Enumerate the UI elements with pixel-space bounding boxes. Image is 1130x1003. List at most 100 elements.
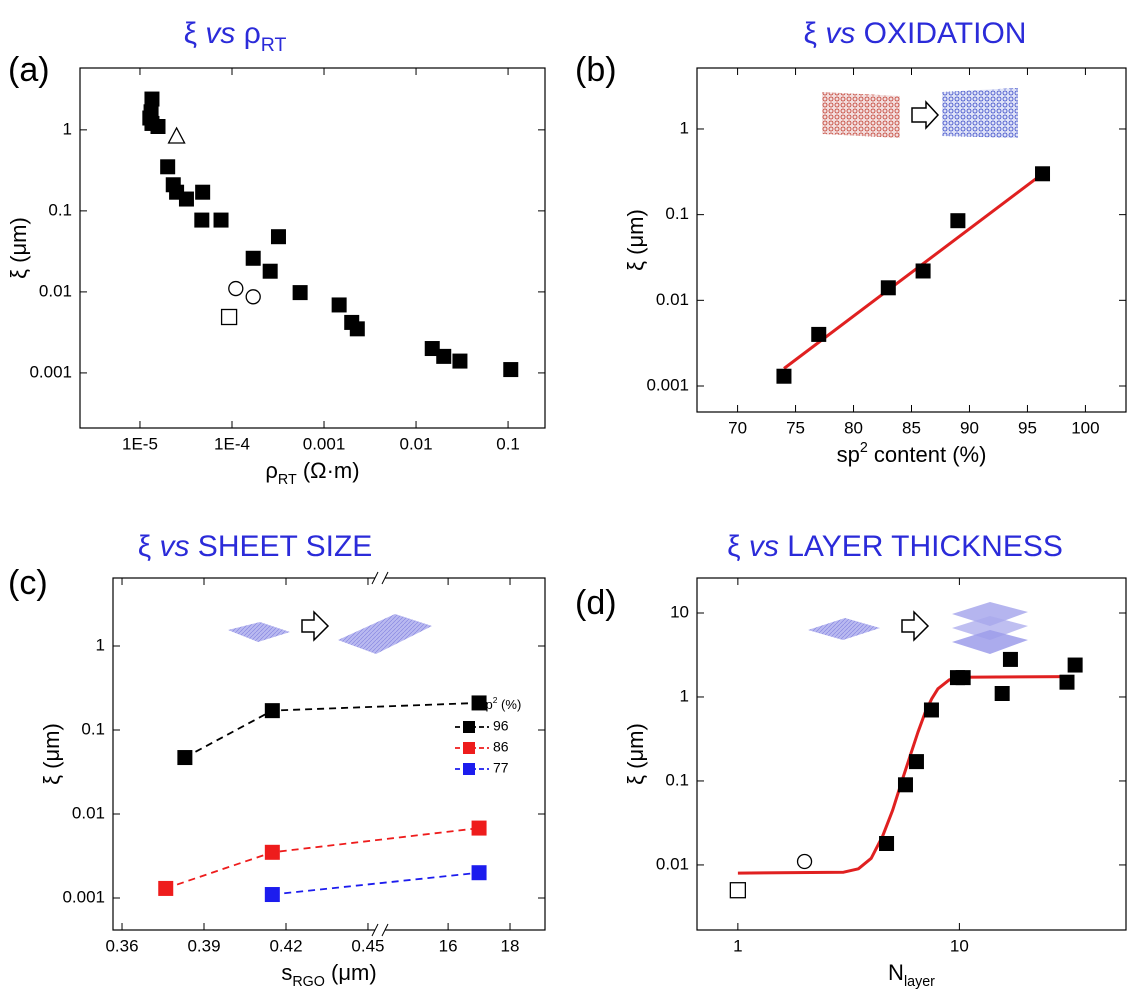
legend-label: 77: [493, 760, 509, 776]
legend-marker: [463, 742, 475, 754]
axis-break-gap: [375, 924, 385, 936]
axis-break: [371, 571, 379, 585]
text-part: (Ω·m): [297, 458, 360, 483]
y-tick-label: 10: [670, 602, 689, 621]
data-point: [228, 280, 244, 297]
x-tick-label: 1E-5: [122, 434, 158, 453]
data-point: [880, 280, 896, 296]
data-point: [220, 308, 238, 326]
panel-label: (b): [575, 51, 617, 89]
chart-title: ξ vs SHEET SIZE: [138, 530, 373, 563]
series-line: [165, 827, 480, 890]
data-point: [424, 341, 440, 357]
y-tick-label: 0.1: [665, 204, 689, 223]
data-point: [262, 263, 278, 279]
data-point: [195, 184, 211, 200]
data-point: [194, 212, 210, 228]
x-tick-label: 0.42: [269, 936, 302, 955]
text-part: (%): [497, 697, 521, 712]
data-point: [503, 362, 519, 378]
text-part: content (%): [868, 442, 987, 467]
x-tick-label: 70: [728, 418, 747, 437]
y-tick-label: 0.01: [656, 854, 689, 873]
legend-marker: [463, 763, 475, 775]
text-part: (μm): [325, 960, 377, 985]
x-tick-label: 85: [902, 418, 921, 437]
data-point: [270, 229, 286, 245]
y-tick-label: 0.1: [81, 719, 105, 738]
data-point: [879, 836, 895, 852]
y-tick-label: 1: [680, 118, 689, 137]
y-tick-label: 0.01: [656, 290, 689, 309]
legend-label: 96: [493, 718, 509, 734]
data-point: [264, 844, 280, 860]
data-point: [729, 882, 747, 899]
data-point: [292, 285, 308, 301]
data-point: [811, 326, 827, 342]
data-point: [245, 250, 261, 266]
text-part: ξ: [804, 17, 826, 50]
x-tick-label: 16: [439, 936, 458, 955]
x-axis-label: sp2 content (%): [837, 440, 987, 467]
series-line: [184, 702, 480, 759]
text-part: SHEET SIZE: [189, 530, 372, 563]
y-tick-label: 1: [96, 635, 105, 654]
text-part: vs: [825, 17, 855, 50]
data-point: [1067, 657, 1083, 673]
x-tick-label: 18: [501, 936, 520, 955]
data-point: [178, 191, 194, 207]
y-tick-label: 0.001: [29, 362, 72, 381]
chart-title: ξ vs ρRT: [184, 17, 287, 56]
legend-marker: [463, 721, 475, 733]
data-point: [897, 777, 913, 793]
data-point: [144, 91, 160, 107]
data-point: [1059, 674, 1075, 690]
x-tick-label: 0.01: [399, 434, 432, 453]
data-point: [264, 703, 280, 719]
panel-label: (d): [575, 584, 617, 622]
x-tick-label: 0.45: [351, 936, 384, 955]
text-part: layer: [904, 974, 935, 990]
y-tick-label: 1: [63, 119, 72, 138]
text-part: vs: [159, 530, 189, 563]
data-point: [436, 348, 452, 364]
x-tick-label: 1: [733, 936, 742, 955]
text-part: N: [888, 960, 904, 985]
axis-break-gap: [375, 572, 385, 584]
x-axis-label: Nlayer: [888, 960, 935, 990]
data-point: [471, 865, 487, 881]
text-part: vs: [749, 530, 779, 563]
data-point: [158, 880, 174, 896]
data-point: [1002, 651, 1018, 667]
y-tick-label: 0.1: [48, 200, 72, 219]
data-point: [349, 321, 365, 337]
x-tick-label: 95: [1018, 418, 1037, 437]
x-tick-label: 90: [960, 418, 979, 437]
data-point: [213, 212, 229, 228]
data-point: [471, 820, 487, 836]
plot-frame: [696, 577, 1127, 931]
axis-break: [371, 923, 379, 937]
text-part: LAYER THICKNESS: [779, 530, 1063, 563]
text-part: 2: [860, 440, 868, 456]
y-axis-label: ξ (μm): [39, 723, 64, 785]
axis-break: [381, 923, 389, 937]
data-point: [915, 263, 931, 279]
text-part: RT: [278, 472, 297, 488]
data-point: [452, 353, 468, 369]
data-point: [177, 750, 193, 766]
y-tick-label: 0.01: [39, 281, 72, 300]
panel-label: (c): [8, 564, 48, 602]
x-tick-label: 1E-4: [214, 434, 250, 453]
data-point: [994, 685, 1010, 701]
text-part: 2: [493, 695, 498, 705]
x-tick-label: 10: [950, 936, 969, 955]
text-part: s: [281, 960, 292, 985]
x-tick-label: 0.39: [187, 936, 220, 955]
text-part: vs: [205, 17, 235, 50]
inset-sheet-size: [228, 610, 432, 654]
text-part: ρ: [265, 458, 278, 483]
data-point: [264, 887, 280, 903]
text-part: ξ: [184, 17, 206, 50]
